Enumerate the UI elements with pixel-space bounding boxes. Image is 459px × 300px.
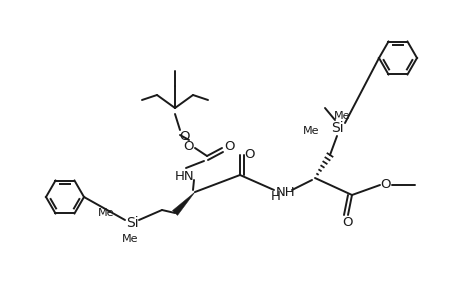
Text: O: O (342, 217, 353, 230)
Text: Si: Si (330, 121, 342, 135)
Text: Me: Me (122, 234, 138, 244)
Text: NH: NH (275, 185, 295, 199)
Text: Si: Si (125, 216, 138, 230)
Text: O: O (179, 130, 190, 142)
Text: Me: Me (97, 208, 114, 218)
Text: Me: Me (302, 126, 318, 136)
Text: H: H (270, 190, 280, 202)
Text: O: O (183, 140, 194, 154)
Text: O: O (380, 178, 391, 190)
Text: Me: Me (333, 111, 349, 121)
Text: O: O (224, 140, 235, 154)
Text: O: O (244, 148, 255, 160)
Polygon shape (172, 192, 195, 215)
Text: HN: HN (175, 169, 195, 182)
